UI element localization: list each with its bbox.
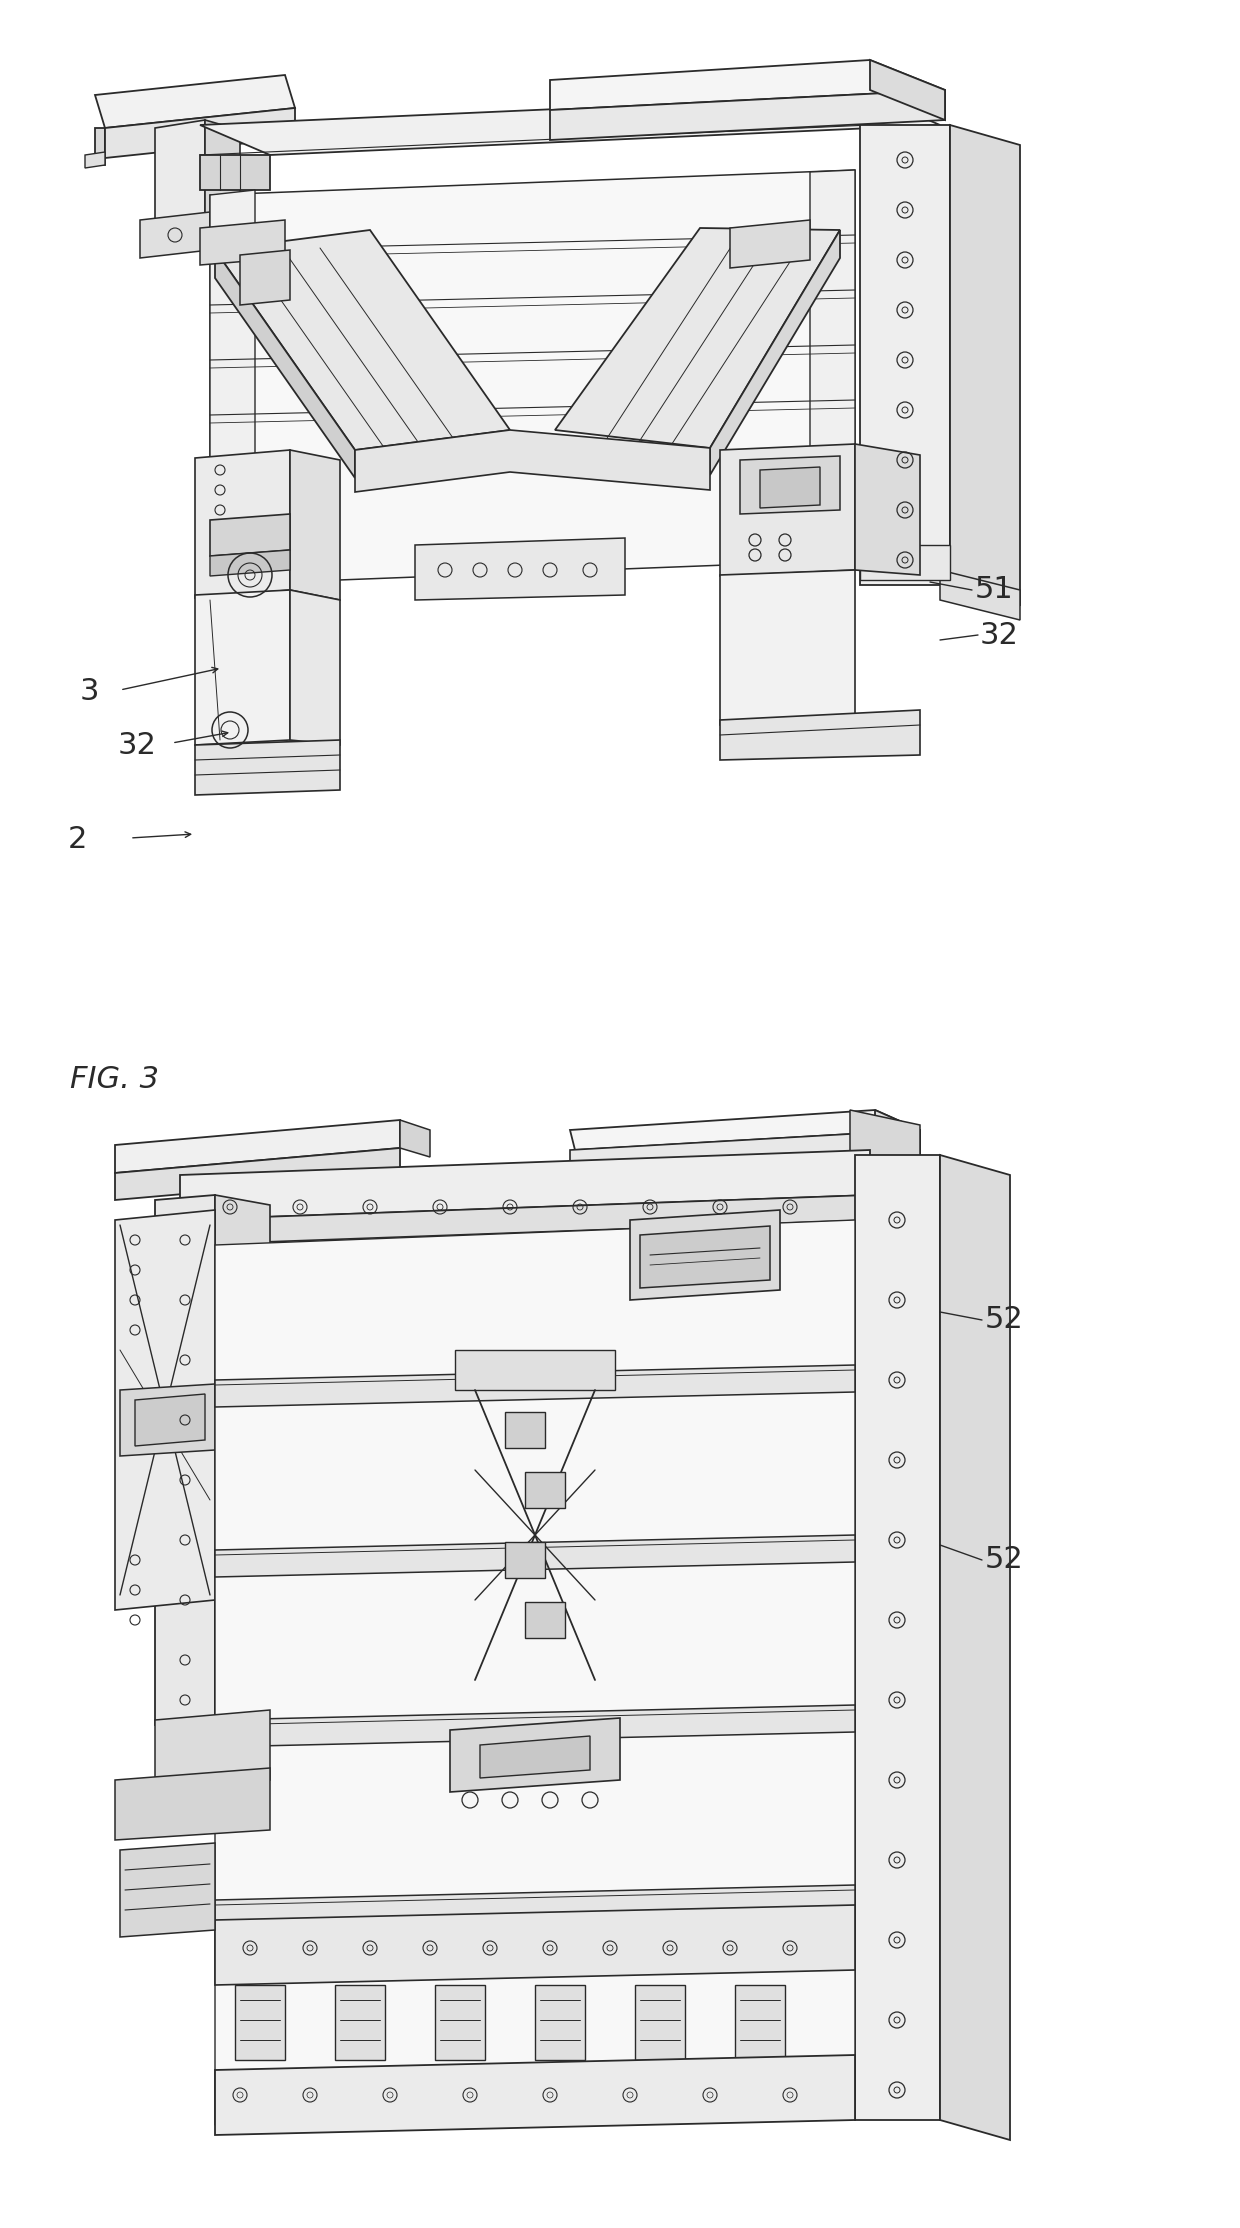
- Text: 51: 51: [975, 575, 1014, 604]
- Polygon shape: [720, 570, 856, 724]
- Polygon shape: [551, 60, 945, 109]
- Polygon shape: [215, 1535, 856, 1577]
- Polygon shape: [875, 1110, 920, 1154]
- Polygon shape: [861, 546, 950, 579]
- Polygon shape: [856, 443, 920, 575]
- Polygon shape: [556, 227, 839, 448]
- Polygon shape: [200, 156, 270, 189]
- Polygon shape: [241, 250, 290, 305]
- Polygon shape: [210, 189, 255, 586]
- Polygon shape: [720, 443, 856, 577]
- Polygon shape: [711, 229, 839, 475]
- Polygon shape: [570, 1110, 920, 1150]
- Polygon shape: [215, 229, 510, 450]
- Polygon shape: [215, 1885, 856, 1927]
- Polygon shape: [95, 76, 295, 127]
- Polygon shape: [215, 250, 355, 479]
- Polygon shape: [290, 590, 340, 744]
- Polygon shape: [155, 1711, 270, 1789]
- Text: 32: 32: [980, 622, 1019, 651]
- Polygon shape: [236, 1985, 285, 2061]
- Polygon shape: [210, 515, 290, 557]
- Polygon shape: [215, 1221, 856, 2126]
- Polygon shape: [215, 1194, 270, 1729]
- Polygon shape: [120, 1384, 215, 1457]
- Polygon shape: [856, 1154, 940, 2121]
- Polygon shape: [570, 1130, 920, 1174]
- Polygon shape: [505, 1542, 546, 1577]
- Polygon shape: [450, 1718, 620, 1791]
- Text: 3: 3: [81, 677, 99, 706]
- Polygon shape: [195, 450, 290, 597]
- Polygon shape: [415, 537, 625, 599]
- Polygon shape: [140, 212, 210, 258]
- Polygon shape: [210, 169, 856, 586]
- Polygon shape: [455, 1350, 615, 1390]
- Polygon shape: [950, 125, 1021, 606]
- Text: 52: 52: [985, 1546, 1024, 1575]
- Polygon shape: [180, 1150, 870, 1221]
- Polygon shape: [551, 89, 945, 140]
- Polygon shape: [200, 221, 285, 265]
- Polygon shape: [720, 711, 920, 760]
- Polygon shape: [215, 1905, 856, 1985]
- Polygon shape: [205, 120, 241, 229]
- Text: 52: 52: [985, 1306, 1024, 1335]
- Polygon shape: [760, 468, 820, 508]
- Polygon shape: [505, 1413, 546, 1448]
- Polygon shape: [105, 107, 295, 158]
- Polygon shape: [290, 450, 340, 599]
- Polygon shape: [401, 1121, 430, 1156]
- Polygon shape: [355, 430, 711, 492]
- Polygon shape: [115, 1769, 270, 1840]
- Polygon shape: [861, 125, 950, 586]
- Polygon shape: [135, 1395, 205, 1446]
- Polygon shape: [215, 2054, 856, 2134]
- Polygon shape: [730, 221, 810, 267]
- Polygon shape: [480, 1736, 590, 1778]
- Polygon shape: [335, 1985, 384, 2061]
- Polygon shape: [735, 1985, 785, 2061]
- Polygon shape: [630, 1210, 780, 1299]
- Polygon shape: [640, 1225, 770, 1288]
- Polygon shape: [155, 1194, 215, 1724]
- Text: 32: 32: [118, 731, 157, 760]
- Polygon shape: [525, 1473, 565, 1508]
- Polygon shape: [849, 1110, 920, 1174]
- Polygon shape: [940, 1154, 1011, 2141]
- Polygon shape: [534, 1985, 585, 2061]
- Polygon shape: [120, 1843, 215, 1936]
- Polygon shape: [115, 1147, 401, 1201]
- Polygon shape: [200, 96, 940, 156]
- Text: 2: 2: [68, 827, 87, 856]
- Polygon shape: [210, 550, 290, 577]
- Text: FIG. 3: FIG. 3: [69, 1065, 159, 1094]
- Polygon shape: [115, 1121, 401, 1172]
- Polygon shape: [740, 457, 839, 515]
- Polygon shape: [86, 152, 105, 167]
- Polygon shape: [115, 1210, 215, 1611]
- Polygon shape: [810, 169, 856, 561]
- Polygon shape: [215, 1704, 856, 1747]
- Polygon shape: [635, 1985, 684, 2061]
- Polygon shape: [870, 60, 945, 120]
- Polygon shape: [195, 740, 340, 795]
- Polygon shape: [155, 120, 205, 227]
- Polygon shape: [215, 1366, 856, 1408]
- Polygon shape: [435, 1985, 485, 2061]
- Polygon shape: [180, 1194, 870, 1245]
- Polygon shape: [195, 590, 290, 744]
- Polygon shape: [525, 1602, 565, 1638]
- Polygon shape: [940, 570, 1021, 619]
- Polygon shape: [95, 127, 105, 165]
